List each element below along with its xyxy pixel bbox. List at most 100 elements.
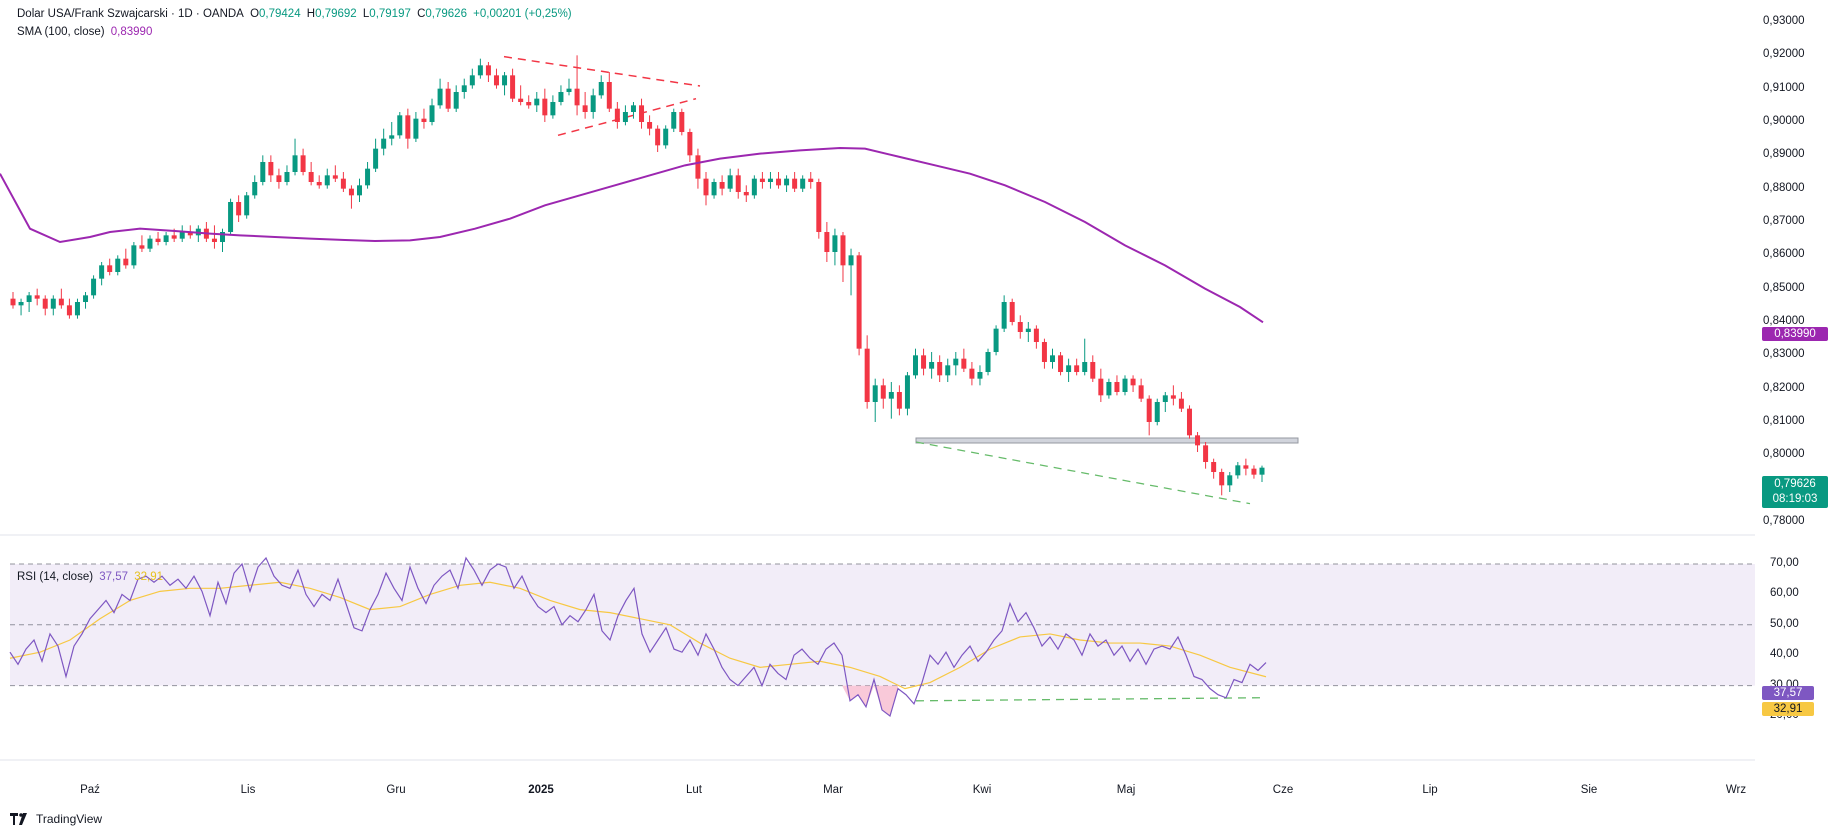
candle-body: [985, 352, 991, 372]
candle-body: [179, 232, 185, 239]
candle: [10, 292, 16, 309]
candle: [1154, 398, 1160, 426]
candle: [324, 168, 330, 189]
candle: [477, 58, 483, 79]
candle: [365, 162, 371, 189]
rsi-ma-badge: 32,91: [1762, 702, 1814, 716]
candle-body: [131, 245, 137, 266]
rsi-oversold-fill: [842, 685, 898, 716]
candle-body: [953, 358, 959, 366]
price-tick: 0,88000: [1763, 181, 1805, 194]
candle-body: [453, 92, 459, 109]
candle: [647, 115, 653, 136]
time-tick: Cze: [1272, 784, 1294, 796]
candle-body: [1082, 362, 1088, 372]
price-tick: 0,89000: [1763, 148, 1805, 161]
time-tick: Gru: [386, 784, 406, 796]
grid: [0, 534, 1755, 761]
low-label: L: [362, 8, 370, 20]
candle-body: [1211, 462, 1217, 472]
candle: [880, 378, 886, 409]
candle: [421, 108, 427, 129]
candle-body: [550, 102, 556, 116]
candle: [510, 68, 516, 102]
candle: [413, 112, 419, 142]
candle: [74, 298, 80, 319]
candle-body: [840, 235, 846, 266]
sma-legend[interactable]: SMA (100, close) 0,83990: [17, 26, 155, 38]
candle: [1114, 375, 1120, 396]
candle-body: [1162, 395, 1168, 402]
sma-price-badge: 0,83990: [1762, 327, 1828, 341]
price-tick: 0,85000: [1763, 281, 1805, 294]
candle: [1235, 462, 1241, 479]
candle-body: [220, 232, 226, 242]
candle-body: [574, 88, 580, 106]
rsi-layer: [9, 556, 1267, 718]
candle: [1082, 338, 1088, 376]
symbol-legend[interactable]: Dolar USA/Frank Szwajcarski · 1D · OANDA…: [17, 8, 575, 20]
candle-body: [123, 258, 129, 266]
candle-body: [437, 88, 443, 106]
candle: [18, 298, 24, 316]
candle: [300, 148, 306, 176]
candle: [155, 232, 161, 246]
candle-body: [469, 75, 475, 86]
candle-body: [1219, 472, 1225, 486]
candle: [993, 325, 999, 356]
tv-logo-icon: [10, 813, 27, 825]
candle: [1211, 458, 1217, 479]
candle-body: [1130, 378, 1136, 386]
candle: [800, 175, 806, 192]
candle-body: [1098, 378, 1104, 396]
candle: [526, 95, 532, 109]
candle-body: [1074, 365, 1080, 372]
candle-body: [719, 182, 725, 189]
price-tick: 0,80000: [1763, 448, 1805, 461]
candle-body: [421, 118, 427, 122]
rsi-line: [9, 556, 1267, 718]
candle-body: [703, 178, 709, 196]
candle-body: [808, 178, 814, 182]
rsi-legend[interactable]: RSI (14, close) 37,57 32,91: [17, 571, 166, 583]
candle: [937, 355, 943, 382]
candle-body: [1251, 468, 1257, 475]
candle-body: [582, 105, 588, 112]
candle-body: [50, 298, 56, 309]
candle: [292, 138, 298, 176]
candle: [816, 178, 822, 239]
candle: [888, 382, 894, 419]
candle: [558, 85, 564, 106]
candle-body: [1066, 365, 1072, 372]
candle: [727, 168, 733, 192]
candle: [91, 275, 97, 299]
tradingview-logo[interactable]: TradingView: [10, 812, 102, 826]
candle: [566, 78, 572, 96]
candle-body: [348, 188, 354, 196]
candle-body: [397, 115, 403, 136]
candle: [308, 162, 314, 186]
candle: [832, 228, 838, 266]
candle: [268, 155, 274, 182]
candle: [502, 72, 508, 96]
descending-trendline: [915, 441, 1251, 505]
candle: [961, 348, 967, 372]
candle: [1033, 325, 1039, 349]
candle: [1106, 378, 1112, 399]
candle: [1041, 338, 1047, 369]
candle-body: [18, 302, 24, 306]
candle-body: [929, 362, 935, 369]
price-tick: 0,92000: [1763, 48, 1805, 61]
candle-body: [429, 105, 435, 122]
candle-body: [727, 175, 733, 189]
candle: [945, 358, 951, 382]
candle: [284, 165, 290, 186]
candle: [115, 255, 121, 276]
rsi-tick: 70,00: [1770, 557, 1799, 569]
candle: [356, 178, 362, 202]
rsi-tick: 40,00: [1770, 648, 1799, 661]
candle-body: [236, 202, 242, 216]
candle-body: [639, 105, 645, 122]
candle: [663, 125, 669, 149]
